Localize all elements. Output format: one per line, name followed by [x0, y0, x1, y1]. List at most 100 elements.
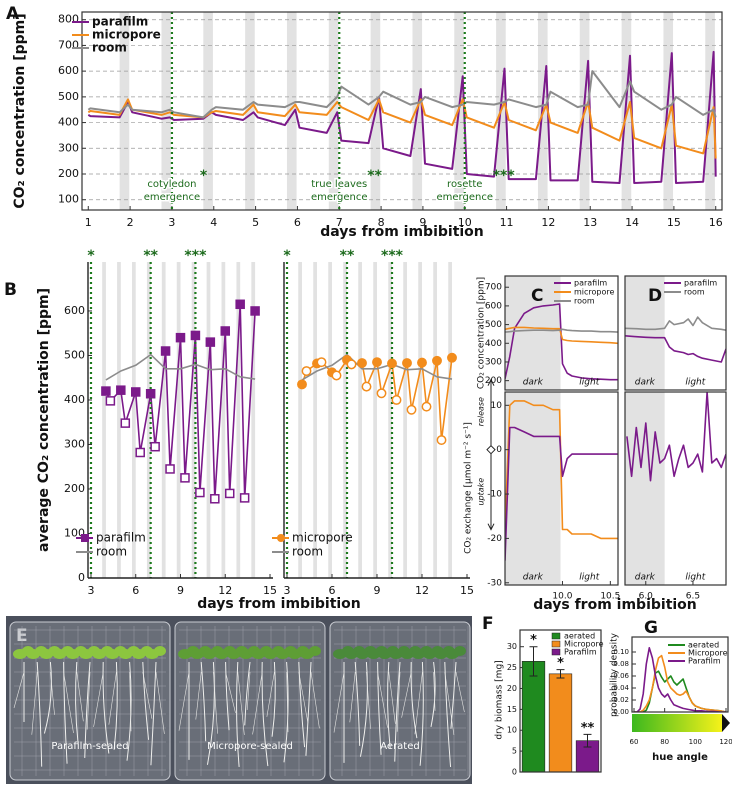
photo: E Parafilm-sealed Micropore-sealed Aerated [6, 616, 472, 784]
x-tick-label: 12 [415, 584, 429, 597]
root [225, 671, 236, 713]
legend-label: micropore [574, 288, 615, 297]
legend-label: room [292, 545, 323, 559]
frame [631, 636, 729, 713]
region-label: light [579, 573, 599, 583]
y-tick-label: 25 [507, 663, 517, 672]
point [297, 379, 307, 390]
point [357, 358, 367, 368]
legend-label: room [684, 288, 705, 297]
dark-period [146, 262, 151, 578]
legend-label: parafilm [96, 531, 146, 545]
series-line [505, 328, 618, 333]
root [102, 661, 110, 754]
y-tick-label: 5 [512, 747, 517, 756]
x-tick-label: 14 [625, 216, 639, 229]
legend-label: Micropore [688, 649, 728, 658]
y-tick-label: 400 [485, 339, 502, 349]
root [178, 671, 190, 731]
root [444, 671, 455, 736]
root [237, 671, 245, 735]
legend-label: parafilm [574, 279, 607, 288]
dark-period [161, 262, 166, 578]
panel-label: F [482, 614, 494, 634]
y-axis-label: CO₂ concentration [ppm] [477, 277, 487, 389]
y-tick-label: 0.00 [613, 708, 629, 716]
y-tick-label: 300 [485, 357, 502, 367]
legend-swatch [551, 648, 561, 656]
point [210, 494, 220, 504]
x-tick-label: 10.0 [552, 592, 572, 602]
dark-period [328, 262, 332, 578]
x-axis-label: hue angle [652, 752, 708, 763]
root [84, 661, 91, 758]
y-tick-label: 10 [507, 726, 517, 735]
y-axis-label: probability density [610, 632, 620, 717]
x-tick-label: 9 [419, 216, 426, 229]
y-tick-label: 500 [58, 90, 79, 103]
dark-period [102, 262, 106, 578]
root [298, 661, 306, 748]
series-line [505, 400, 618, 540]
point [165, 464, 175, 474]
series-line [634, 647, 726, 712]
x-tick-label: 6 [294, 216, 301, 229]
root [271, 661, 276, 737]
point [432, 355, 442, 366]
y-tick-label: 400 [58, 116, 79, 129]
root [113, 661, 118, 750]
legend-label: room [574, 297, 595, 306]
point [224, 488, 235, 499]
y-tick-label: 700 [485, 283, 502, 293]
series-line [505, 426, 618, 561]
y-tick-label: 500 [64, 348, 85, 361]
x-tick-label: 15 [667, 216, 681, 229]
x-tick-label: 120 [719, 738, 732, 746]
x-tick-label: 6 [132, 584, 139, 597]
legend-label: room [92, 41, 127, 55]
panel-label: G [644, 618, 658, 638]
dark-period [418, 262, 422, 578]
emergence-stars: *** [493, 168, 516, 184]
x-tick-label: 3 [168, 216, 175, 229]
plate-label: Micropore-sealed [207, 741, 293, 752]
x-tick-label: 13 [583, 216, 597, 229]
x-tick-label: 60 [630, 738, 639, 746]
error-bar [583, 733, 592, 748]
root [142, 671, 153, 719]
dark-period [328, 12, 339, 210]
point [195, 487, 205, 498]
y-tick-label: 400 [64, 393, 85, 406]
hue-arrow [722, 714, 730, 732]
frame [519, 629, 602, 773]
panel-label: B [4, 280, 17, 300]
legend-swatch [551, 640, 561, 648]
root [450, 661, 457, 729]
emergence-stars: *** [381, 248, 404, 264]
y-tick-label: 500 [485, 320, 502, 330]
dark-period [403, 262, 407, 578]
plate [329, 621, 471, 781]
dark-period [251, 262, 256, 578]
y-axis-label: average CO₂ concentration [ppm] [36, 288, 52, 552]
series-line [505, 326, 618, 345]
emergence-label: emergence [437, 192, 493, 203]
emergence-label: emergence [144, 192, 200, 203]
root [86, 671, 91, 730]
x-tick-label: 6 [329, 584, 336, 597]
point [346, 359, 357, 370]
point [361, 381, 372, 392]
point [402, 358, 412, 368]
y-axis-label: CO₂ concentration [ppm] [12, 13, 28, 208]
x-axis-label: days from imbibition [320, 224, 484, 240]
region-label: dark [523, 573, 544, 583]
series-line [87, 70, 717, 119]
root [433, 671, 436, 711]
point [376, 388, 387, 399]
x-tick-label: 8 [378, 216, 385, 229]
plot [625, 276, 726, 390]
dark-period [358, 262, 362, 578]
plate [9, 621, 171, 781]
x-tick-label: 9 [374, 584, 381, 597]
plot [505, 392, 618, 585]
